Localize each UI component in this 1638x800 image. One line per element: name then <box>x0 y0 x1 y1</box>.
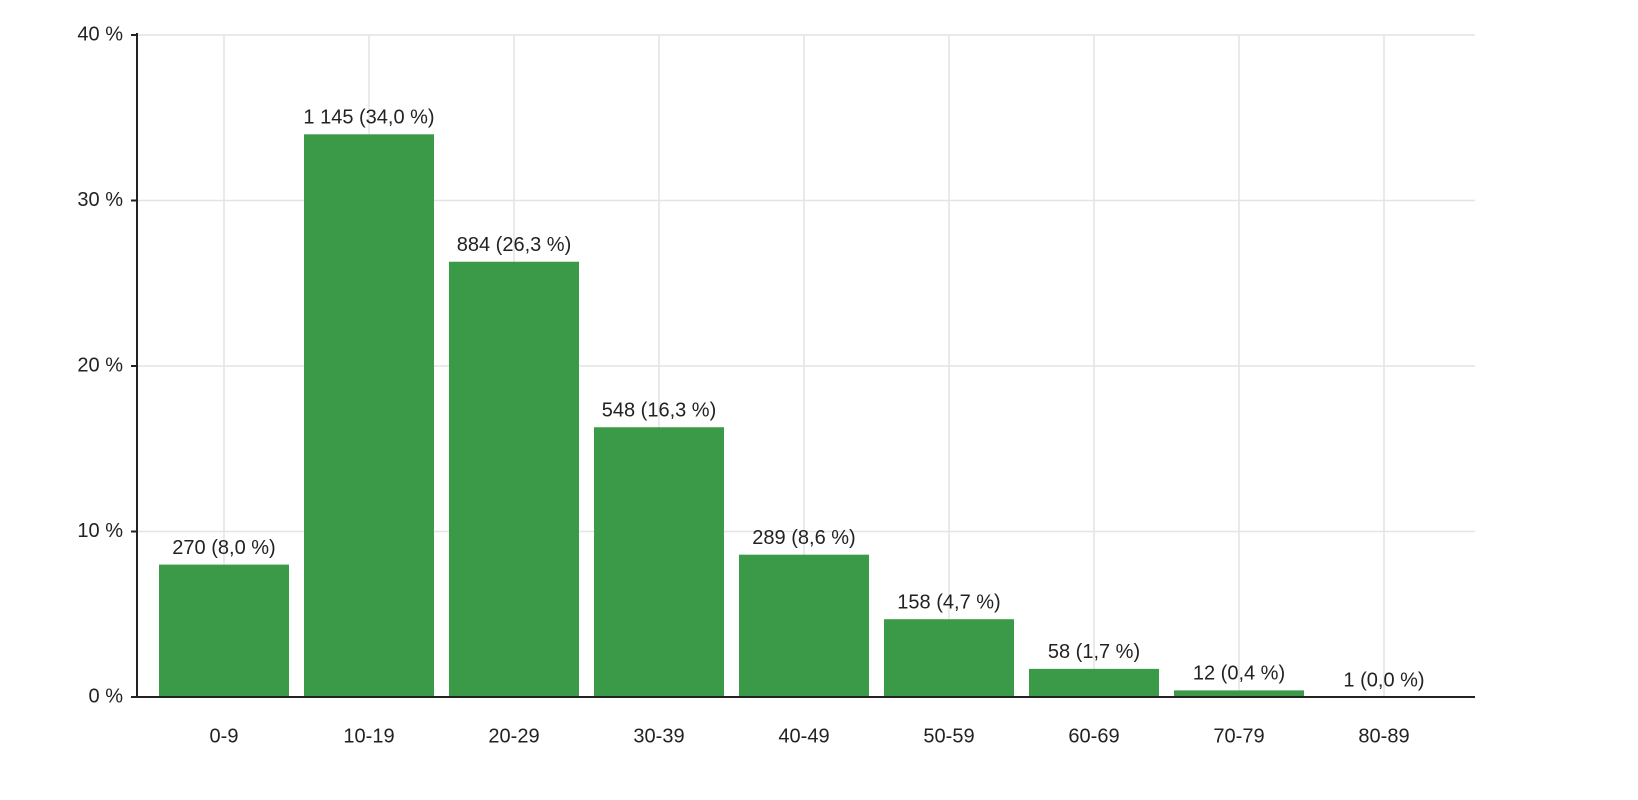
value-label: 270 (8,0 %) <box>172 537 275 559</box>
bar <box>159 564 289 697</box>
x-tick-label: 40-49 <box>778 725 829 747</box>
y-tick-label: 0 % <box>89 685 124 707</box>
x-tick-label: 10-19 <box>343 725 394 747</box>
value-label: 289 (8,6 %) <box>752 527 855 549</box>
x-tick-label: 70-79 <box>1213 725 1264 747</box>
value-label: 12 (0,4 %) <box>1193 663 1285 685</box>
x-tick-label: 80-89 <box>1358 725 1409 747</box>
bar <box>1174 690 1304 697</box>
x-tick-label: 50-59 <box>923 725 974 747</box>
value-label: 1 145 (34,0 %) <box>303 107 434 129</box>
value-label: 1 (0,0 %) <box>1343 669 1424 691</box>
value-label: 58 (1,7 %) <box>1048 641 1140 663</box>
x-tick-label: 30-39 <box>633 725 684 747</box>
bar <box>1029 668 1159 697</box>
y-tick-label: 30 % <box>77 189 123 211</box>
x-tick-label: 20-29 <box>488 725 539 747</box>
bar <box>739 554 869 697</box>
bar <box>304 134 434 698</box>
x-tick-label: 60-69 <box>1068 725 1119 747</box>
x-tick-label: 0-9 <box>210 725 239 747</box>
value-label: 884 (26,3 %) <box>457 234 572 256</box>
bar <box>449 261 579 697</box>
bar <box>594 427 724 697</box>
y-tick-label: 20 % <box>77 354 123 376</box>
y-tick-label: 40 % <box>77 23 123 45</box>
bar <box>884 619 1014 697</box>
value-label: 158 (4,7 %) <box>897 591 1000 613</box>
value-label: 548 (16,3 %) <box>602 400 717 422</box>
y-tick-label: 10 % <box>77 520 123 542</box>
